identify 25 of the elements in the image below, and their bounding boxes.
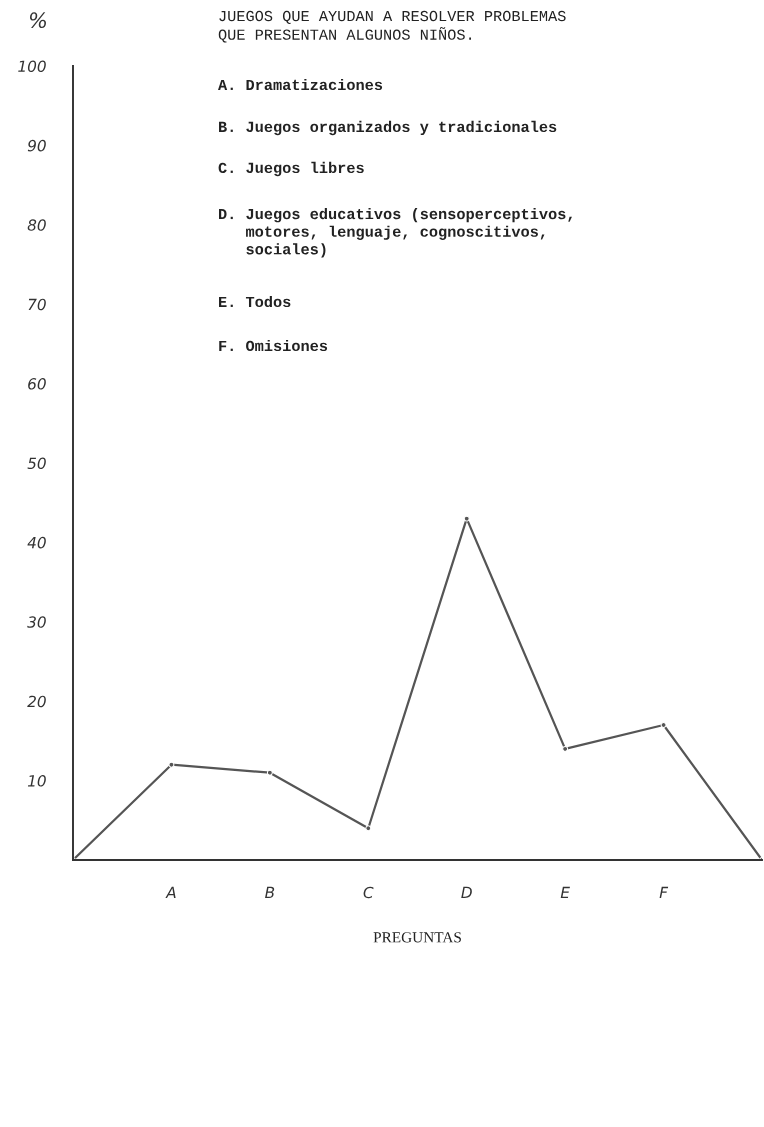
x-tick-label: D (461, 886, 472, 898)
annotation: C. Juegos libres (218, 161, 364, 177)
y-tick-label: 60 (28, 378, 46, 390)
x-tick-label: B (265, 886, 275, 898)
y-tick-label: 100 (18, 60, 46, 73)
x-tick-label: A (165, 886, 176, 898)
y-tick-label: 90 (27, 139, 46, 152)
x-axis-title: PREGUNTAS (373, 932, 461, 943)
chart-title: JUEGOS QUE AYUDAN A RESOLVER PROBLEMAS QUE PRESENTAN ALGUNOS NIÑOS. (218, 10, 566, 43)
y-tick-label: 10 (27, 775, 46, 787)
annotation: E. Todos (219, 295, 291, 308)
annotation: F. Omisiones (219, 339, 328, 352)
y-tick-label: 50 (27, 457, 46, 470)
x-tick-label: E (560, 886, 570, 898)
annotation: D. Juegos educativos (sensoperceptivos, motores, lenguaje, cognoscitivos, sociales) (219, 208, 572, 258)
y-tick-label: 80 (27, 219, 46, 231)
annotation: A. Dramatizaciones (218, 78, 383, 91)
x-tick-label: C (363, 886, 374, 899)
x-tick-label: F (659, 886, 669, 898)
annotation: B. Juegos organizados y tradicionales (219, 120, 557, 136)
y-tick-label: 30 (27, 616, 46, 628)
y-tick-label: 70 (28, 298, 46, 311)
y-tick-label: 40 (27, 536, 46, 549)
y-axis-title: % (29, 12, 46, 29)
y-tick-label: 20 (27, 695, 46, 708)
